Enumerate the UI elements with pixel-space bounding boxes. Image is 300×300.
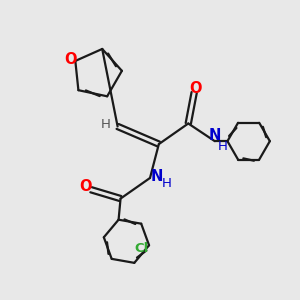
Text: H: H <box>218 140 228 153</box>
Text: O: O <box>65 52 77 67</box>
Text: O: O <box>80 179 92 194</box>
Text: O: O <box>189 81 202 96</box>
Text: H: H <box>100 118 110 131</box>
Text: N: N <box>208 128 221 143</box>
Text: H: H <box>161 177 171 190</box>
Text: Cl: Cl <box>135 242 149 255</box>
Text: N: N <box>150 169 163 184</box>
